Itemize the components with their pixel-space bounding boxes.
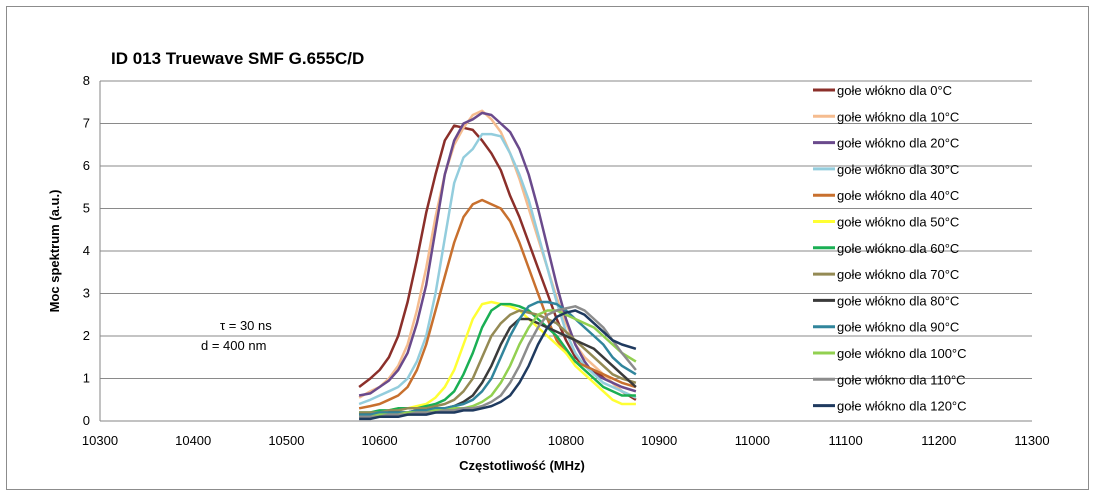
x-tick-label: 11200 — [921, 433, 956, 448]
legend-label-11: gołe włókno dla 110°C — [837, 372, 966, 387]
series-lines — [358, 109, 637, 421]
legend-label-2: gołe włókno dla 20°C — [837, 136, 959, 151]
y-tick-labels: 0 1 2 3 4 5 6 7 8 — [83, 73, 90, 428]
y-tick-label: 1 — [83, 371, 90, 386]
x-tick-label: 10400 — [175, 433, 211, 448]
legend-label-0: gołe włókno dla 0°C — [837, 83, 952, 98]
x-axis-label: Częstotliwość (MHz) — [459, 458, 585, 473]
series-line-12 — [359, 309, 637, 421]
series-line-7 — [359, 309, 637, 414]
x-tick-label: 10500 — [268, 433, 304, 448]
legend-label-10: gołe włókno dla 100°C — [837, 346, 967, 361]
y-tick-label: 8 — [83, 73, 90, 88]
y-tick-label: 0 — [83, 413, 90, 428]
x-tick-label: 11000 — [735, 433, 770, 448]
y-tick-label: 7 — [83, 116, 90, 131]
line-chart: ID 013 Truewave SMF G.655C/D 0 1 2 3 4 5 6 7 8 1… — [47, 49, 1050, 473]
legend-label-6: gołe włókno dla 60°C — [837, 241, 959, 256]
x-tick-labels: 10300 10400 10500 10600 10700 10800 10900 11000… — [82, 433, 1050, 448]
y-axis-label: Moc spektrum (a.u.) — [47, 190, 62, 313]
gridlines — [99, 80, 1032, 422]
series-line-2 — [358, 111, 637, 397]
y-tick-label: 4 — [83, 243, 90, 258]
legend-label-5: gołe włókno dla 50°C — [837, 215, 959, 230]
legend-label-3: gołe włókno dla 30°C — [837, 162, 959, 177]
series-line-10 — [359, 309, 637, 419]
legend-label-7: gołe włókno dla 70°C — [837, 267, 959, 282]
x-tick-label: 10800 — [548, 433, 584, 448]
legend-label-1: gołe włókno dla 10°C — [837, 109, 959, 124]
y-tick-label: 5 — [83, 201, 90, 216]
x-tick-label: 11100 — [828, 433, 862, 448]
y-tick-label: 2 — [83, 328, 90, 343]
legend-label-4: gołe włókno dla 40°C — [837, 188, 959, 203]
y-tick-label: 6 — [83, 158, 90, 173]
x-tick-label: 10700 — [455, 433, 491, 448]
legend-label-8: gołe włókno dla 80°C — [837, 293, 959, 308]
x-tick-label: 10300 — [82, 433, 118, 448]
x-tick-label: 10600 — [362, 433, 398, 448]
series-line-1 — [358, 109, 637, 399]
legend-label-12: gołe włókno dla 120°C — [837, 399, 967, 414]
y-tick-label: 3 — [83, 286, 90, 301]
legend: gołe włókno dla 0°C gołe włókno dla 10°C g… — [813, 83, 967, 414]
annotation-d: d = 400 nm — [201, 338, 266, 353]
chart-title: ID 013 Truewave SMF G.655C/D — [111, 49, 364, 68]
x-tick-label: 10900 — [641, 433, 677, 448]
series-line-4 — [358, 198, 637, 410]
x-tick-label: 11300 — [1014, 433, 1049, 448]
legend-label-9: gołe włókno dla 90°C — [837, 320, 959, 335]
annotation-tau: τ = 30 ns — [220, 318, 272, 333]
chart-frame: ID 013 Truewave SMF G.655C/D 0 1 2 3 4 5 6 7 8 1… — [6, 6, 1089, 490]
